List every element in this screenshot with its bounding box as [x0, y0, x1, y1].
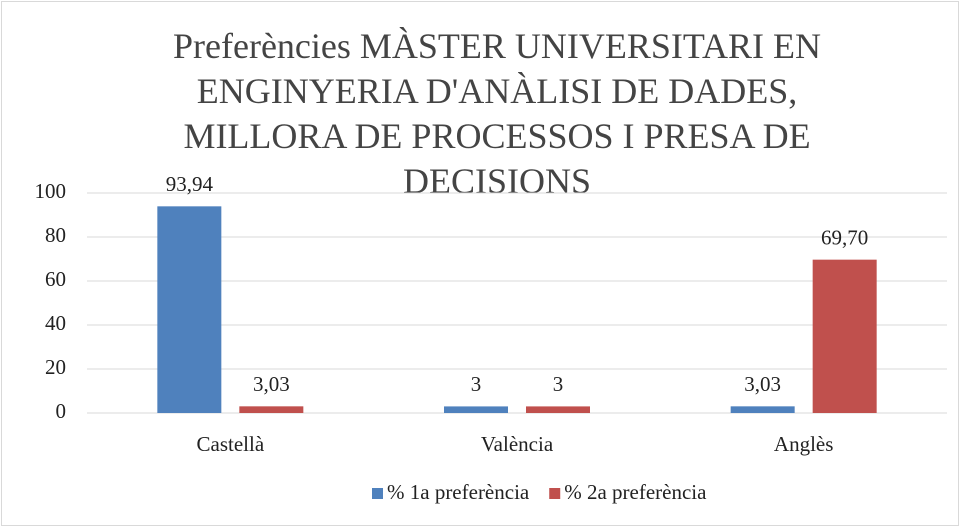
bar	[239, 406, 304, 413]
value-label: 3	[553, 372, 564, 396]
value-label: 3,03	[253, 372, 290, 396]
legend-label: % 2a preferència	[564, 480, 707, 504]
y-tick-label: 60	[45, 267, 66, 291]
bar	[157, 206, 222, 413]
x-tick-label: Castellà	[197, 432, 265, 456]
y-tick-label: 100	[35, 179, 67, 203]
y-tick-label: 20	[45, 355, 66, 379]
bar	[730, 406, 795, 413]
bar	[526, 406, 590, 413]
y-tick-label: 80	[45, 223, 66, 247]
x-tick-label: Anglès	[774, 432, 834, 456]
legend-swatch	[549, 488, 561, 499]
value-label: 3	[471, 372, 482, 396]
chart-title: Preferències MÀSTER UNIVERSITARI EN ENGIN…	[173, 26, 821, 201]
legend-swatch	[372, 488, 383, 499]
y-tick-label: 0	[56, 399, 67, 423]
bar	[444, 406, 508, 413]
x-tick-label: València	[481, 432, 554, 456]
bar	[812, 259, 877, 413]
value-label: 69,70	[821, 225, 868, 249]
value-label: 3,03	[744, 372, 781, 396]
legend-label: % 1a preferència	[387, 480, 530, 504]
y-tick-label: 40	[45, 311, 66, 335]
value-label: 93,94	[166, 172, 214, 196]
